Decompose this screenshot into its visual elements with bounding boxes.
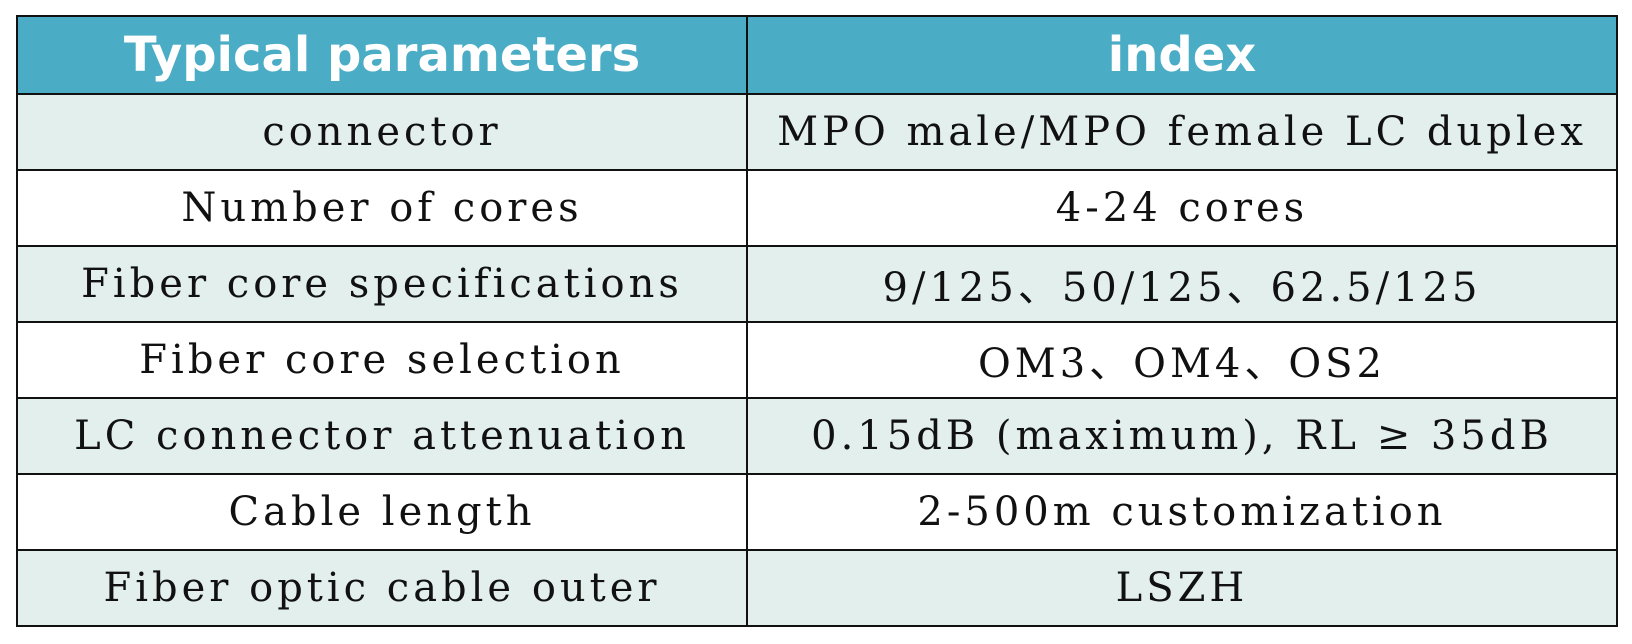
header-index: index <box>746 15 1618 95</box>
header-typical-parameters: Typical parameters <box>16 15 748 95</box>
table-row: Fiber core selection OM3、OM4、OS2 <box>16 321 1618 399</box>
table-row: Number of cores 4-24 cores <box>16 169 1618 247</box>
spec-table: Typical parameters index connector MPO m… <box>16 15 1618 627</box>
parameter-cell: connector <box>16 93 748 171</box>
parameter-cell: Fiber optic cable outer <box>16 549 748 627</box>
table-row: connector MPO male/MPO female LC duplex <box>16 93 1618 171</box>
value-cell: MPO male/MPO female LC duplex <box>746 93 1618 171</box>
value-cell: OM3、OM4、OS2 <box>746 321 1618 399</box>
value-cell: 4-24 cores <box>746 169 1618 247</box>
parameter-cell: Number of cores <box>16 169 748 247</box>
table-row: Cable length 2-500m customization <box>16 473 1618 551</box>
parameter-cell: Fiber core selection <box>16 321 748 399</box>
table-row: LC connector attenuation 0.15dB (maximum… <box>16 397 1618 475</box>
table-row: Fiber core specifications 9/125、50/125、6… <box>16 245 1618 323</box>
value-cell: 0.15dB (maximum), RL ≥ 35dB <box>746 397 1618 475</box>
parameter-cell: Cable length <box>16 473 748 551</box>
value-cell: 2-500m customization <box>746 473 1618 551</box>
table-header-row: Typical parameters index <box>16 15 1618 95</box>
parameter-cell: Fiber core specifications <box>16 245 748 323</box>
table-row: Fiber optic cable outer LSZH <box>16 549 1618 627</box>
parameter-cell: LC connector attenuation <box>16 397 748 475</box>
value-cell: 9/125、50/125、62.5/125 <box>746 245 1618 323</box>
value-cell: LSZH <box>746 549 1618 627</box>
